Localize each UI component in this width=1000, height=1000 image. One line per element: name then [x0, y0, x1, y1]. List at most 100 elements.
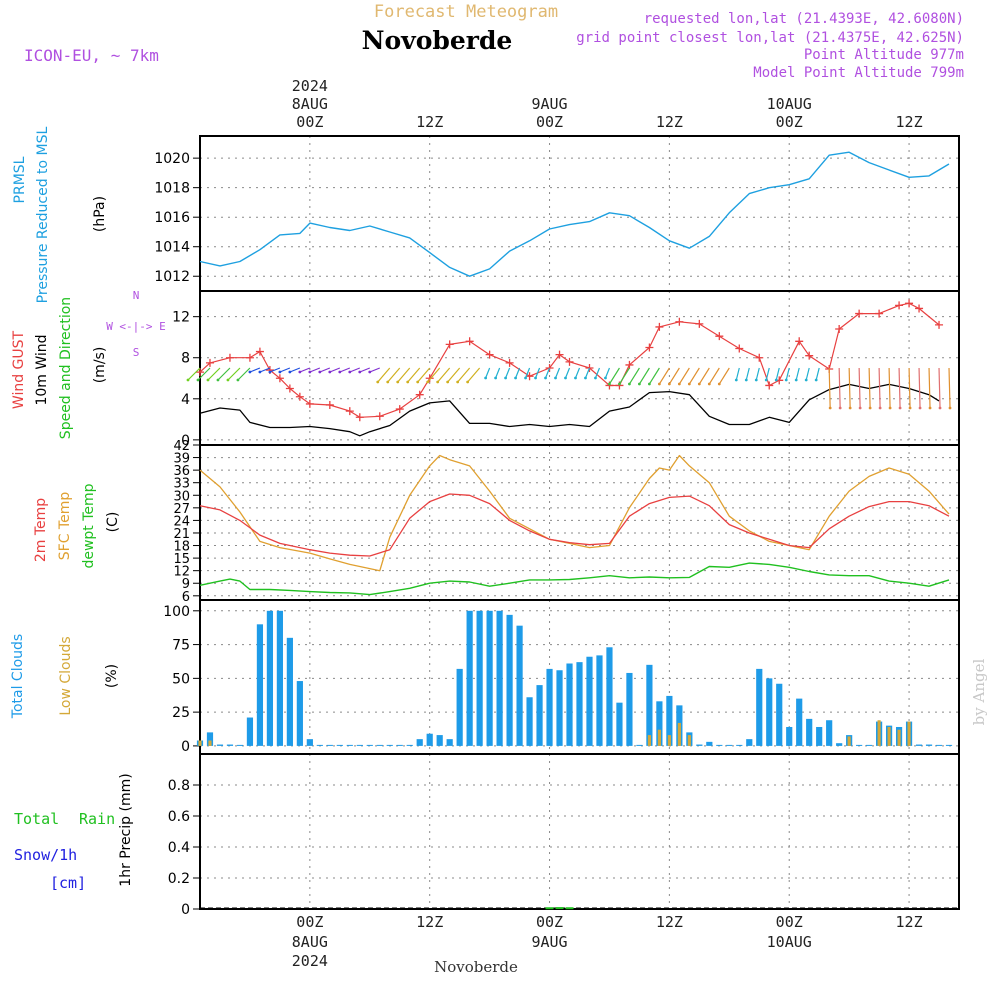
wind-arrow [495, 367, 501, 379]
total-cloud-bar [646, 664, 653, 746]
rain-bar [555, 907, 564, 910]
gust-marker [905, 299, 914, 308]
wind-arrow-head [878, 406, 882, 410]
cloud-ytick-label: 75 [172, 638, 190, 654]
total-cloud-bar [656, 701, 663, 746]
top-date-label: 8AUG [292, 95, 328, 113]
wind-arrow [608, 367, 620, 385]
gust-marker [305, 399, 314, 408]
precip-ytick-label: 0.8 [168, 778, 190, 794]
wind-arrow-head [348, 370, 352, 374]
wind-arrow-head [888, 406, 892, 410]
wind-arrow [259, 367, 271, 373]
gust-marker [196, 368, 204, 377]
wind-arrow-head [784, 378, 788, 382]
wind-arrow-head [196, 378, 200, 382]
total-cloud-bar [426, 733, 433, 746]
wind-arrow-head [594, 376, 597, 380]
wind-arrow [604, 367, 611, 379]
total-cloud-bar [326, 744, 333, 746]
total-cloud-bar [616, 702, 623, 746]
wind-arrow-head [838, 406, 842, 410]
low-cloud-bar [907, 721, 911, 746]
wind-arrow-head [338, 370, 342, 374]
temp-2m-line [199, 493, 950, 557]
wind-arrow-head [504, 376, 507, 380]
total-cloud-bar [736, 744, 743, 746]
rain-bar [545, 907, 554, 910]
total-cloud-bar [526, 697, 533, 746]
wind-panel: 0 4 8 12 [172, 290, 960, 449]
wind-arrow [447, 367, 461, 383]
wind-arrow [249, 367, 261, 373]
wind-arrow-head [248, 370, 252, 374]
wind-arrow-head [426, 380, 430, 384]
total-cloud-bar [206, 732, 214, 746]
wind-arrow [868, 367, 871, 409]
temp-ytick-label: 24 [173, 514, 190, 529]
wind-arrow [289, 367, 301, 373]
wind-arrow [359, 367, 370, 373]
wind-arrow [437, 367, 451, 383]
wind-arrow [688, 367, 700, 385]
wind-arrow [678, 367, 690, 385]
temp-ytick-label: 39 [173, 452, 190, 467]
wind-arrow [339, 367, 351, 373]
total-cloud-bar [935, 744, 943, 746]
total-cloud-bar [486, 610, 493, 746]
wind-arrow [377, 367, 391, 383]
total-cloud-bar [286, 637, 293, 746]
wind-arrow-head [898, 406, 902, 410]
low-cloud-bar [887, 726, 891, 746]
wind-arrow-head [358, 370, 362, 374]
wind-arrow [858, 367, 861, 409]
wind-arrow-head [938, 406, 942, 410]
wind-arrow [755, 367, 760, 381]
wind-arrow-head [754, 378, 758, 382]
total-cloud-bar [726, 744, 733, 746]
wind-arrow-head [564, 376, 567, 380]
wind-arrow-head [376, 380, 380, 384]
cloud-panel: 0 25 50 75 100 [163, 599, 960, 755]
gust-marker [555, 350, 564, 359]
low-clouds-label: Low Clouds [58, 636, 74, 715]
total-cloud-bar [306, 739, 313, 746]
wind-arrow [888, 367, 891, 409]
total-cloud-bar [546, 668, 553, 746]
total-cloud-bar [236, 744, 244, 746]
wind-arrow-head [328, 370, 332, 374]
wind-arrow [815, 367, 820, 381]
wind-arrow [319, 367, 331, 373]
gust-marker [805, 351, 814, 360]
wind-arrow [735, 367, 740, 381]
bottom-time-label: 12Z [656, 913, 683, 931]
wind-ytick-label: 0 [181, 433, 190, 449]
wind-arrow-head [436, 380, 440, 384]
wind-arrow [838, 367, 841, 409]
wind-arrow [908, 367, 911, 409]
total-cloud-bar [856, 744, 863, 746]
gust-marker [325, 400, 334, 409]
wind-arrow [658, 367, 670, 385]
wind-arrow [227, 367, 241, 381]
wind-arrow [525, 367, 531, 379]
wind-arrow [638, 367, 650, 385]
temp-ytick-label: 18 [173, 540, 190, 555]
temp-ytick-label: 6 [182, 590, 190, 605]
low-cloud-bar [687, 735, 691, 746]
wind-arrow-head [744, 378, 748, 382]
gust-marker [895, 301, 904, 310]
pressure-labels: PRMSL Pressure Reduced to MSL (hPa) [12, 126, 108, 303]
gust-marker [715, 332, 724, 341]
total-cloud-bar [516, 625, 523, 746]
total-cloud-bar [796, 698, 803, 746]
gust-marker [345, 407, 354, 416]
top-date-label: 2024 [292, 77, 328, 95]
wind-arrow-head [186, 378, 190, 382]
wind-arrow-head [667, 382, 671, 386]
total-cloud-bar [776, 683, 783, 746]
low-cloud-bar [667, 735, 671, 746]
dewpt-label: dewpt Temp [81, 483, 97, 568]
wind-arrow-head [318, 370, 322, 374]
